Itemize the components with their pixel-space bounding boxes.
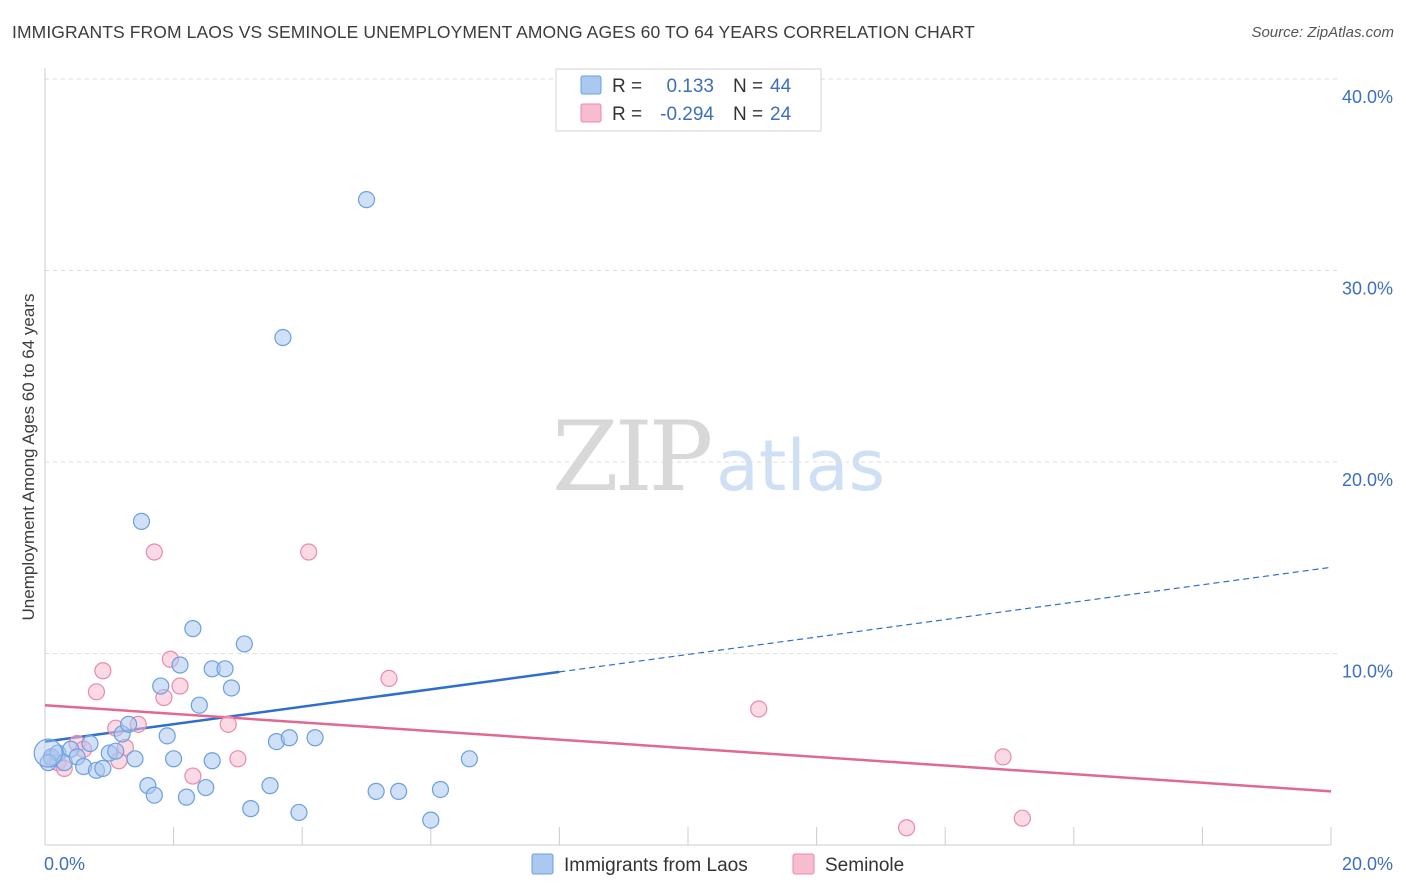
point-seminole [145, 543, 163, 561]
point-laos [94, 759, 112, 778]
point-seminole [229, 750, 247, 768]
point-laos [171, 656, 189, 674]
trend-line-laos-extension [559, 566, 1332, 673]
point-seminole [219, 715, 237, 733]
point-laos [190, 696, 208, 714]
legend-seminole-swatch [792, 853, 815, 875]
grid-lines: 10.0% 20.0% 30.0% 40.0% [45, 78, 1393, 682]
point-laos [280, 729, 298, 747]
y-axis-label: Unemployment Among Ages 60 to 64 years [19, 294, 38, 621]
point-laos [422, 811, 440, 829]
point-seminole [994, 748, 1012, 766]
axes [44, 68, 1332, 846]
stats-legend-seminole-n-value: 24 [770, 104, 792, 125]
watermark: ZIP atlas [552, 401, 885, 513]
point-laos [274, 328, 292, 347]
data-points [33, 191, 1031, 837]
stats-legend-laos-r-value: 0.133 [666, 76, 714, 97]
point-seminole [750, 700, 768, 718]
point-seminole [94, 662, 112, 680]
point-laos [158, 727, 176, 745]
point-seminole [380, 669, 398, 687]
y-tick-label-30: 30.0% [1342, 279, 1393, 299]
point-laos [216, 660, 234, 678]
stats-legend: R = 0.133 N = 44 R = -0.294 N = 24 [555, 68, 822, 132]
x-tick-label-max: 20.0% [1342, 854, 1393, 874]
point-laos [203, 752, 221, 770]
point-laos [145, 786, 163, 804]
chart-title: IMMIGRANTS FROM LAOS VS SEMINOLE UNEMPLO… [12, 22, 975, 42]
point-seminole [184, 767, 202, 785]
chart-source: Source: ZipAtlas.com [1251, 24, 1394, 41]
series-legend: Immigrants from Laos Seminole [531, 853, 904, 876]
point-laos [126, 750, 144, 768]
point-laos [242, 800, 260, 818]
point-laos [81, 734, 99, 753]
point-laos [261, 777, 279, 795]
point-laos [367, 782, 385, 800]
point-laos [184, 620, 202, 638]
point-laos [197, 778, 215, 797]
stats-legend-laos-n-label: N = [733, 76, 763, 97]
stats-legend-laos-swatch [580, 75, 602, 95]
legend-seminole-label: Seminole [825, 855, 904, 876]
x-tick-label-min: 0.0% [44, 854, 85, 874]
point-laos [107, 742, 125, 760]
point-laos [222, 679, 241, 697]
legend-laos-swatch [531, 853, 554, 875]
point-seminole [898, 819, 916, 837]
point-laos [165, 750, 183, 768]
stats-legend-laos-r-label: R = [612, 76, 642, 97]
point-laos [306, 729, 324, 747]
point-laos-cluster [33, 738, 63, 768]
point-seminole [171, 677, 189, 695]
point-seminole [1013, 809, 1031, 827]
y-tick-label-10: 10.0% [1342, 662, 1393, 682]
point-laos [132, 512, 151, 530]
point-laos [152, 677, 170, 695]
point-laos [431, 780, 450, 799]
stats-legend-seminole-r-value: -0.294 [660, 104, 714, 125]
point-laos [235, 635, 253, 653]
stats-legend-seminole-n-label: N = [733, 104, 763, 125]
stats-legend-laos-n-value: 44 [770, 76, 792, 97]
legend-laos-label: Immigrants from Laos [564, 855, 748, 876]
point-laos [460, 750, 478, 768]
point-laos [119, 715, 138, 733]
trend-line-seminole [44, 703, 1332, 793]
stats-legend-seminole-r-label: R = [612, 104, 642, 125]
point-laos [177, 788, 196, 806]
y-tick-label-40: 40.0% [1342, 87, 1393, 107]
point-laos [290, 803, 308, 822]
point-laos [357, 191, 376, 209]
watermark-zip: ZIP [552, 401, 711, 513]
point-seminole [300, 543, 318, 561]
y-tick-label-20: 20.0% [1342, 470, 1393, 490]
point-laos [390, 782, 408, 800]
point-seminole [87, 683, 106, 701]
stats-legend-seminole-swatch [580, 103, 602, 123]
watermark-atlas: atlas [716, 425, 885, 507]
